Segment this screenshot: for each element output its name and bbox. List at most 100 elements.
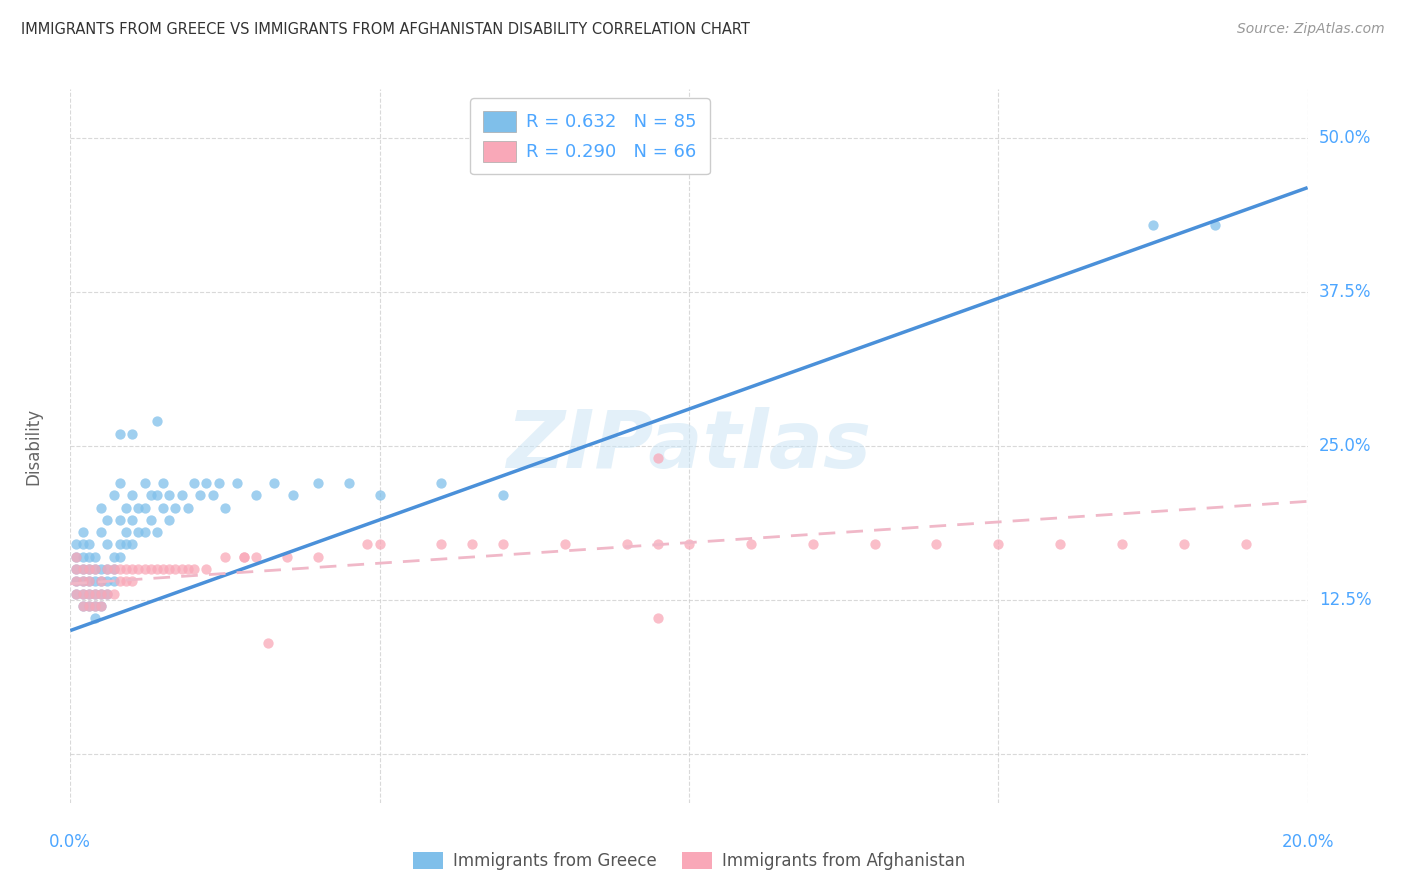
Point (103, 562, 125, 576)
Point (170, 488, 193, 502)
Point (647, 611, 669, 625)
Point (90, 587, 112, 601)
Point (647, 451, 669, 466)
Point (77, 537, 100, 551)
Point (134, 475, 156, 490)
Point (72, 599, 94, 613)
Point (647, 537, 669, 551)
Point (337, 475, 360, 490)
Point (96, 537, 118, 551)
Point (245, 488, 267, 502)
Point (152, 475, 174, 490)
Point (1173, 537, 1195, 551)
Point (121, 488, 143, 502)
Text: 20.0%: 20.0% (1281, 833, 1334, 851)
Point (121, 574, 143, 589)
Point (65, 562, 87, 576)
Point (183, 562, 205, 576)
Point (77, 587, 100, 601)
Point (208, 475, 231, 490)
Point (139, 488, 162, 502)
Point (139, 562, 162, 576)
Point (96, 574, 118, 589)
Point (77, 562, 100, 576)
Point (108, 475, 131, 490)
Point (121, 537, 143, 551)
Point (90, 599, 112, 613)
Text: ZIPatlas: ZIPatlas (506, 407, 872, 485)
Point (72, 525, 94, 540)
Point (121, 513, 143, 527)
Point (152, 500, 174, 515)
Point (232, 549, 254, 564)
Point (368, 537, 391, 551)
Point (103, 587, 125, 601)
Point (65, 587, 87, 601)
Point (925, 537, 948, 551)
Point (77, 587, 100, 601)
Point (84, 549, 107, 564)
Point (108, 513, 131, 527)
Point (226, 475, 249, 490)
Point (65, 537, 87, 551)
Text: IMMIGRANTS FROM GREECE VS IMMIGRANTS FROM AFGHANISTAN DISABILITY CORRELATION CHA: IMMIGRANTS FROM GREECE VS IMMIGRANTS FRO… (21, 22, 749, 37)
Text: 37.5%: 37.5% (1319, 283, 1371, 301)
Point (77, 562, 100, 576)
Point (127, 525, 149, 540)
Point (90, 587, 112, 601)
Point (84, 587, 107, 601)
Point (90, 562, 112, 576)
Point (195, 562, 218, 576)
Legend: Immigrants from Greece, Immigrants from Afghanistan: Immigrants from Greece, Immigrants from … (406, 845, 972, 877)
Point (678, 537, 700, 551)
Point (65, 549, 87, 564)
Point (177, 562, 200, 576)
Point (115, 500, 138, 515)
Point (146, 525, 169, 540)
Point (96, 587, 118, 601)
Text: 25.0%: 25.0% (1319, 437, 1371, 455)
Point (65, 587, 87, 601)
Point (245, 549, 267, 564)
Point (276, 549, 298, 564)
Point (77, 549, 100, 564)
Point (96, 562, 118, 576)
Point (65, 562, 87, 576)
Point (84, 574, 107, 589)
Point (84, 587, 107, 601)
Point (492, 537, 515, 551)
Point (188, 488, 211, 502)
Point (90, 525, 112, 540)
Point (77, 574, 100, 589)
Point (307, 549, 329, 564)
Point (115, 574, 138, 589)
Point (108, 537, 131, 551)
Point (157, 562, 180, 576)
Text: 50.0%: 50.0% (1319, 129, 1371, 147)
Point (263, 475, 285, 490)
Point (139, 513, 162, 527)
Point (214, 549, 236, 564)
Point (157, 513, 180, 527)
Point (90, 574, 112, 589)
Point (165, 562, 187, 576)
Point (108, 562, 131, 576)
Point (96, 587, 118, 601)
Point (177, 500, 200, 515)
Point (121, 562, 143, 576)
Point (108, 549, 131, 564)
Point (801, 537, 824, 551)
Point (65, 574, 87, 589)
Point (115, 525, 138, 540)
Point (72, 537, 94, 551)
Point (430, 537, 453, 551)
Point (84, 611, 107, 625)
Point (232, 549, 254, 564)
Point (492, 488, 515, 502)
Point (201, 488, 224, 502)
Point (257, 636, 280, 650)
Point (430, 475, 453, 490)
Point (146, 488, 169, 502)
Point (103, 562, 125, 576)
Text: 12.5%: 12.5% (1319, 591, 1371, 609)
